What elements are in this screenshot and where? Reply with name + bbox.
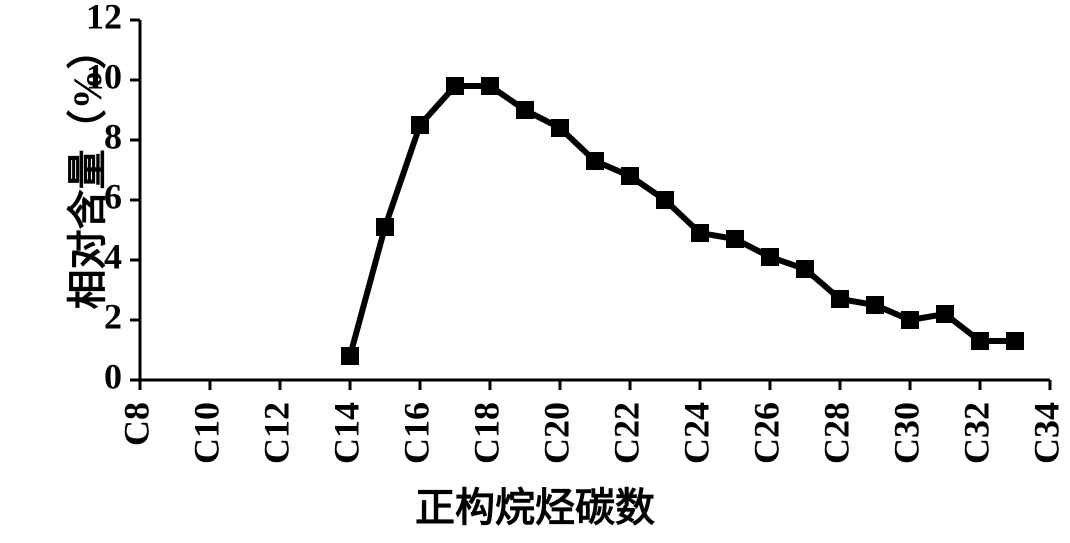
svg-text:C10: C10 <box>186 402 226 464</box>
svg-text:C20: C20 <box>536 402 576 464</box>
svg-text:C34: C34 <box>1026 402 1066 464</box>
svg-text:C30: C30 <box>886 402 926 464</box>
svg-text:C26: C26 <box>746 402 786 464</box>
chart-container: 024681012C8C10C12C14C16C18C20C22C24C26C2… <box>0 0 1070 543</box>
svg-text:C12: C12 <box>256 402 296 464</box>
svg-text:C22: C22 <box>606 402 646 464</box>
svg-text:C8: C8 <box>116 402 156 446</box>
chart-svg: 024681012C8C10C12C14C16C18C20C22C24C26C2… <box>0 0 1070 543</box>
x-axis-label: 正构烷烃碳数 <box>0 475 1070 533</box>
svg-text:C14: C14 <box>326 402 366 464</box>
svg-text:C16: C16 <box>396 402 436 464</box>
y-axis-label: 相对含量（%） <box>55 29 113 309</box>
svg-text:C18: C18 <box>466 402 506 464</box>
svg-text:0: 0 <box>104 356 122 396</box>
svg-text:C28: C28 <box>816 402 856 464</box>
svg-text:C32: C32 <box>956 402 996 464</box>
svg-text:C24: C24 <box>676 402 716 464</box>
